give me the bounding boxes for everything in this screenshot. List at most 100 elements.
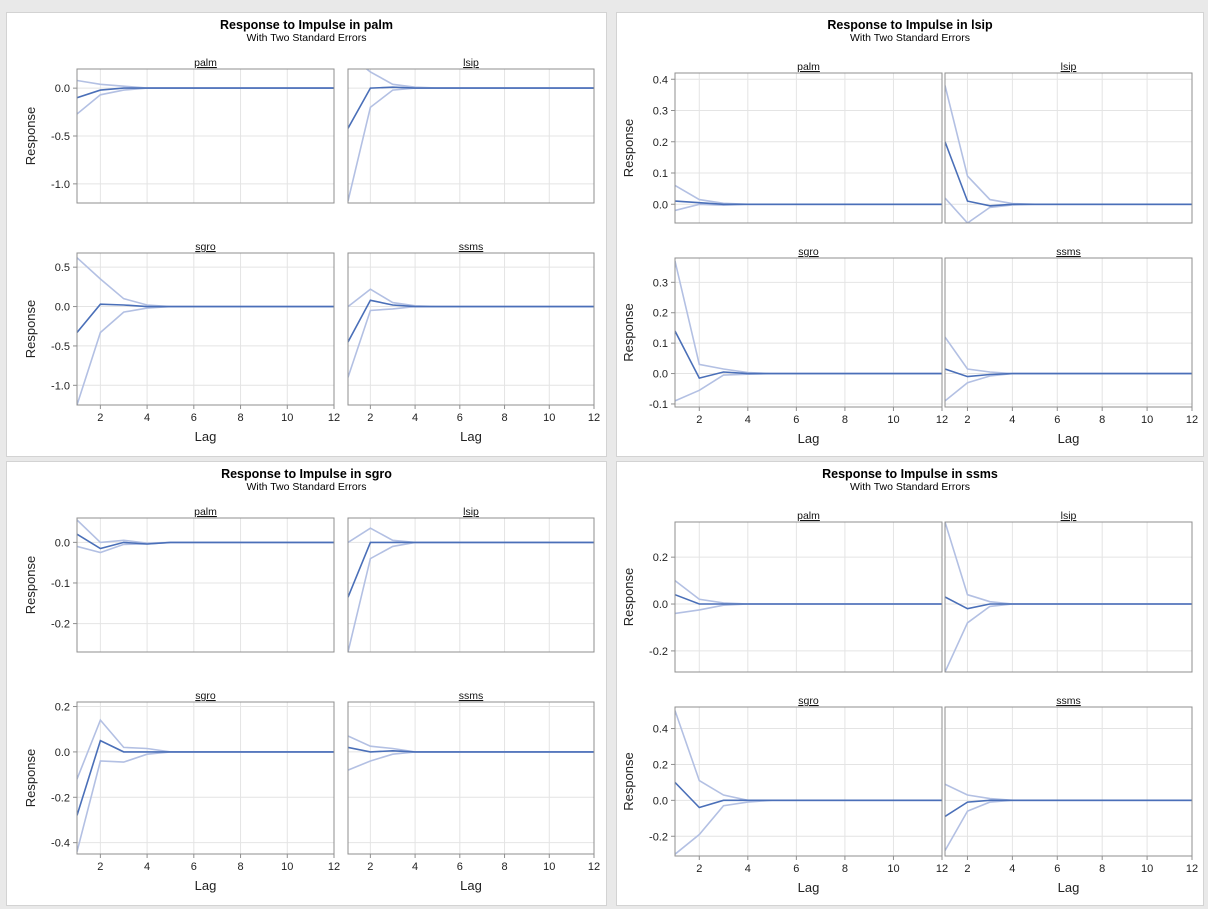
y-tick-label: 0.4 (653, 74, 668, 86)
x-tick-label: 4 (412, 412, 418, 424)
irf-figure-sgro: Response to Impulse in sgro With Two Stan… (6, 461, 607, 906)
x-tick-label: 8 (1099, 414, 1105, 426)
series-group (945, 522, 1192, 672)
x-axis-label: Lag (460, 878, 482, 893)
y-axis-label: Response (23, 749, 38, 808)
series-group (675, 710, 942, 855)
x-tick-label: 10 (281, 412, 293, 424)
y-tick-label: 0.2 (653, 552, 668, 564)
upper-bound-line (77, 718, 334, 780)
panel-frame (944, 72, 1193, 224)
x-axis-label: Lag (798, 880, 820, 895)
x-tick-label: 6 (1054, 863, 1060, 875)
upper-bound-line (675, 260, 942, 375)
panel-frame (76, 701, 335, 855)
upper-bound-line (945, 85, 1192, 206)
y-axis-label: Response (23, 107, 38, 166)
y-tick-label: 0.0 (55, 83, 70, 95)
figure-subtitle: With Two Standard Errors (246, 32, 366, 44)
lower-bound-line (77, 305, 334, 405)
x-tick-label: 2 (964, 863, 970, 875)
response-line (945, 368, 1192, 378)
panel-frame (674, 521, 943, 673)
y-tick-label: 0.0 (55, 747, 70, 759)
panel-frame (76, 517, 335, 653)
panel-title: ssms (1056, 246, 1081, 258)
x-tick-label: 4 (1009, 414, 1015, 426)
series-group (348, 69, 594, 202)
panel-lsip: lsip (347, 506, 595, 653)
x-axis-label: Lag (798, 431, 820, 446)
panel-ssms: ssms 2 4 6 8 10 12 Lag (944, 695, 1198, 895)
panel-title: ssms (1056, 695, 1081, 707)
x-tick-label: 4 (745, 414, 751, 426)
upper-bound-line (348, 735, 594, 753)
x-tick-label: 8 (501, 412, 507, 424)
panel-title: palm (194, 506, 217, 518)
upper-bound-line (77, 257, 334, 308)
response-line (77, 87, 334, 99)
x-tick-label: 6 (793, 414, 799, 426)
y-axis-label: Response (621, 119, 636, 178)
y-tick-label: -0.2 (649, 831, 668, 843)
x-tick-label: 2 (97, 412, 103, 424)
x-tick-label: 12 (588, 412, 600, 424)
lower-bound-line (348, 751, 594, 771)
x-tick-label: 6 (1054, 414, 1060, 426)
panel-title: ssms (459, 690, 484, 702)
panel-lsip: lsip (347, 57, 595, 204)
panel-palm: palm 0.4 0.3 0.2 0.1 0.0 Response (621, 61, 943, 224)
figure-title: Response to Impulse in palm (220, 18, 393, 32)
y-tick-label: 0.1 (653, 168, 668, 180)
upper-bound-line (945, 336, 1192, 375)
x-tick-label: 6 (191, 412, 197, 424)
panel-sgro: sgro 0.3 0.2 0.1 0.0 -0.1 Response 2 4 6 8 10 12 Lag (621, 246, 948, 446)
lower-bound-line (77, 87, 334, 115)
y-tick-label: 0.2 (653, 308, 668, 320)
y-tick-label: 0.0 (55, 537, 70, 549)
figure-subtitle: With Two Standard Errors (246, 481, 366, 493)
panel-lsip: lsip (944, 61, 1193, 224)
upper-bound-line (348, 527, 594, 544)
panel-frame (674, 72, 943, 224)
series-group (77, 519, 334, 554)
panel-frame (674, 257, 943, 408)
lower-bound-line (675, 203, 942, 212)
y-tick-label: -0.1 (51, 578, 70, 590)
figure-title: Response to Impulse in ssms (822, 467, 998, 481)
panel-ssms: ssms 2 4 6 8 10 12 Lag (347, 241, 600, 444)
panel-frame (347, 68, 595, 204)
figure-title: Response to Impulse in sgro (221, 467, 392, 481)
x-axis-label: Lag (460, 429, 482, 444)
panel-title: lsip (1061, 61, 1077, 73)
panel-sgro: sgro 0.2 0.0 -0.2 -0.4 Response 2 4 6 8 10 12 Lag (23, 690, 340, 893)
y-tick-label: 0.2 (653, 137, 668, 149)
lower-bound-line (675, 372, 942, 402)
panel-title: ssms (459, 241, 484, 253)
panel-title: sgro (195, 241, 216, 253)
x-axis-label: Lag (1058, 431, 1080, 446)
panel-title: lsip (463, 506, 479, 518)
x-tick-label: 4 (412, 861, 418, 873)
x-tick-label: 6 (793, 863, 799, 875)
x-tick-label: 2 (367, 412, 373, 424)
x-tick-label: 12 (1186, 414, 1198, 426)
panel-title: palm (194, 57, 217, 69)
panel-frame (347, 701, 595, 855)
x-tick-label: 10 (887, 414, 899, 426)
y-axis-label: Response (23, 556, 38, 615)
lower-bound-line (77, 751, 334, 852)
figure-title: Response to Impulse in lsip (827, 18, 993, 32)
panel-title: palm (797, 61, 820, 73)
y-tick-label: -1.0 (51, 179, 70, 191)
upper-bound-line (945, 783, 1192, 802)
x-tick-label: 8 (237, 412, 243, 424)
x-tick-label: 8 (1099, 863, 1105, 875)
y-axis-label: Response (621, 752, 636, 811)
upper-bound-line (77, 519, 334, 545)
upper-bound-line (675, 579, 942, 605)
panel-frame (674, 706, 943, 857)
lower-bound-line (945, 197, 1192, 223)
